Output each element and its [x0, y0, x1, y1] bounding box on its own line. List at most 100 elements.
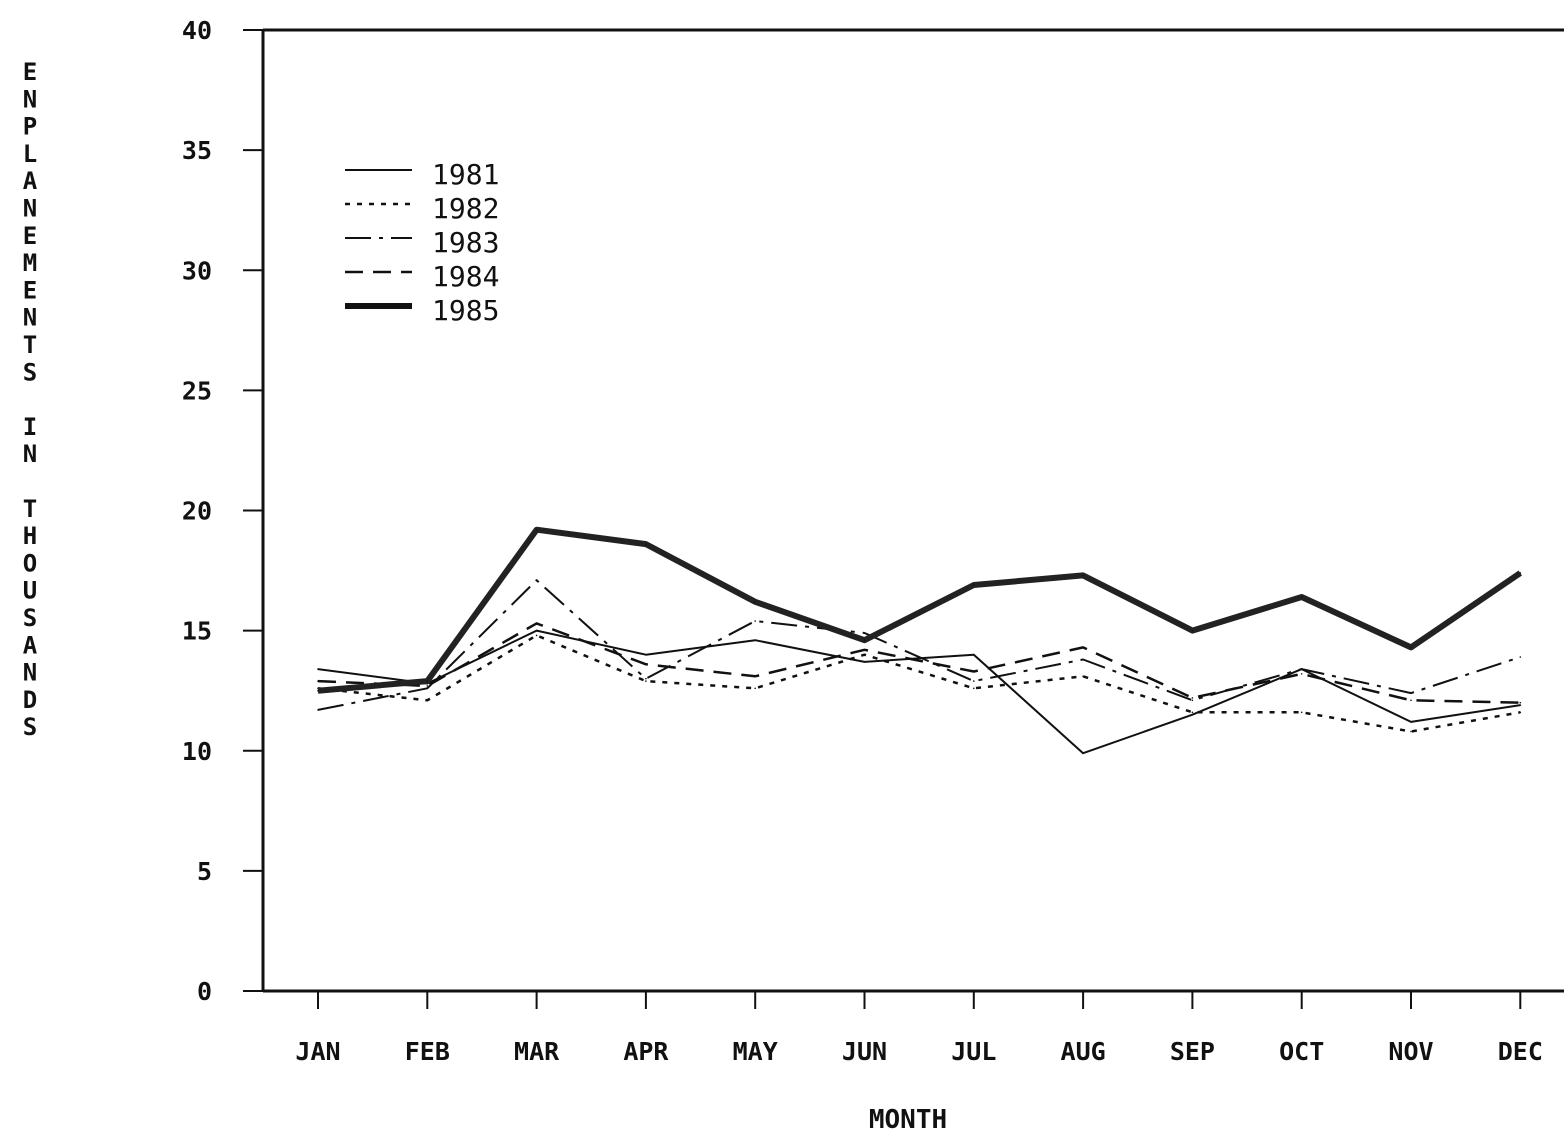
x-tick-label: FEB [405, 1037, 450, 1066]
data-point-1981 [973, 653, 975, 656]
series-line-1982 [317, 634, 1521, 733]
data-point-1981 [1519, 704, 1522, 706]
data-point-1981 [1082, 752, 1084, 754]
legend-label-1985: 1985 [432, 294, 499, 327]
y-axis-label-char: S [23, 358, 37, 386]
y-axis-label-char: E [23, 222, 37, 250]
data-point-1985 [1191, 629, 1194, 632]
y-tick-label: 10 [182, 737, 212, 766]
y-axis-label-char: U [23, 577, 37, 605]
y-tick-label: 20 [182, 497, 212, 526]
data-point-1985 [863, 639, 866, 642]
data-point-1982 [863, 653, 866, 656]
legend-label-1983: 1983 [432, 226, 499, 259]
y-tick-label: 0 [197, 977, 212, 1006]
data-point-1983 [863, 632, 866, 634]
data-point-1981 [645, 653, 647, 656]
x-tick-label: SEP [1170, 1037, 1215, 1066]
data-point-1982 [535, 634, 538, 637]
data-point-1983 [1191, 699, 1194, 702]
y-tick-label: 30 [182, 256, 212, 285]
data-point-1981 [1191, 713, 1194, 716]
data-point-1982 [754, 687, 756, 690]
data-point-1985 [535, 528, 538, 531]
y-axis-label-char: A [23, 167, 38, 195]
x-tick-label: APR [623, 1037, 669, 1066]
legend-label-1981: 1981 [432, 158, 499, 191]
y-axis-label-char: P [23, 113, 37, 141]
x-tick-label: OCT [1279, 1037, 1324, 1066]
x-tick-label: JUL [951, 1037, 996, 1066]
data-point-1983 [535, 579, 538, 581]
y-axis-label-char: M [23, 249, 37, 277]
data-point-1984 [754, 675, 756, 678]
data-point-1982 [1191, 711, 1194, 714]
series-line-1985 [317, 526, 1522, 694]
data-point-1984 [1191, 697, 1194, 699]
data-point-1984 [426, 685, 429, 687]
data-point-1982 [426, 699, 429, 702]
data-point-1983 [1410, 692, 1412, 694]
data-point-1984 [1300, 673, 1303, 675]
y-tick-label: 5 [197, 857, 212, 886]
data-point-1983 [1082, 658, 1084, 661]
data-point-1983 [1519, 656, 1522, 658]
y-axis-label-char: T [23, 495, 37, 523]
data-point-1982 [1082, 675, 1084, 678]
y-axis-label-char: D [23, 686, 37, 714]
data-point-1983 [973, 680, 975, 682]
data-point-1985 [317, 689, 319, 692]
series-line-1984 [317, 622, 1521, 704]
y-axis-label-char: N [23, 440, 37, 468]
data-point-1985 [426, 680, 429, 682]
data-point-1983 [426, 687, 429, 690]
y-axis-ticks: 0 5 10 15 20 25 30 35 40 [182, 16, 263, 1006]
y-tick-label: 15 [182, 617, 212, 646]
y-tick-label: 40 [182, 16, 212, 45]
x-tick-label: JAN [295, 1037, 340, 1066]
data-point-1984 [535, 622, 538, 625]
y-tick-label: 25 [182, 376, 212, 405]
data-point-1984 [645, 663, 647, 666]
x-tick-label: MAY [733, 1037, 778, 1066]
y-axis-label-char: S [23, 713, 37, 741]
data-point-1985 [973, 584, 975, 586]
data-point-1983 [1300, 668, 1303, 670]
y-axis-label-char: E [23, 276, 37, 304]
data-point-1985 [1410, 646, 1412, 649]
y-axis-label-char: A [23, 631, 38, 659]
data-point-1984 [863, 649, 866, 651]
data-point-1985 [645, 543, 647, 545]
series-line-1981 [317, 629, 1521, 755]
y-tick-label: 35 [182, 136, 212, 165]
y-axis-label-char: E [23, 58, 37, 86]
x-tick-label: AUG [1061, 1037, 1106, 1066]
x-tick-label: DEC [1498, 1037, 1543, 1066]
y-axis-label-char: L [23, 140, 37, 168]
series-line-1983 [317, 579, 1521, 711]
data-point-1982 [645, 680, 647, 682]
y-axis-label-char: T [23, 331, 37, 359]
data-point-1984 [1410, 699, 1412, 702]
data-point-1981 [535, 629, 538, 632]
legend-label-1982: 1982 [432, 192, 499, 225]
data-point-1983 [645, 677, 647, 680]
x-tick-label: JUN [842, 1037, 887, 1066]
data-point-1981 [863, 661, 866, 663]
x-tick-label: NOV [1388, 1037, 1433, 1066]
data-point-1982 [1300, 711, 1303, 714]
x-axis-ticks: JAN FEB MAR APR MAY JUN JUL AUG SEP OCT NOV DEC [295, 991, 1543, 1066]
data-point-1985 [1082, 574, 1084, 577]
data-point-1981 [317, 668, 319, 670]
data-point-1984 [1519, 701, 1522, 704]
data-point-1983 [317, 709, 319, 711]
data-point-1982 [1519, 711, 1522, 714]
y-axis-label-char: I [23, 413, 37, 441]
data-point-1982 [973, 687, 975, 690]
data-point-1981 [754, 639, 756, 642]
y-axis-label-char: N [23, 304, 37, 332]
data-point-1985 [1519, 572, 1522, 574]
data-point-1984 [973, 670, 975, 673]
